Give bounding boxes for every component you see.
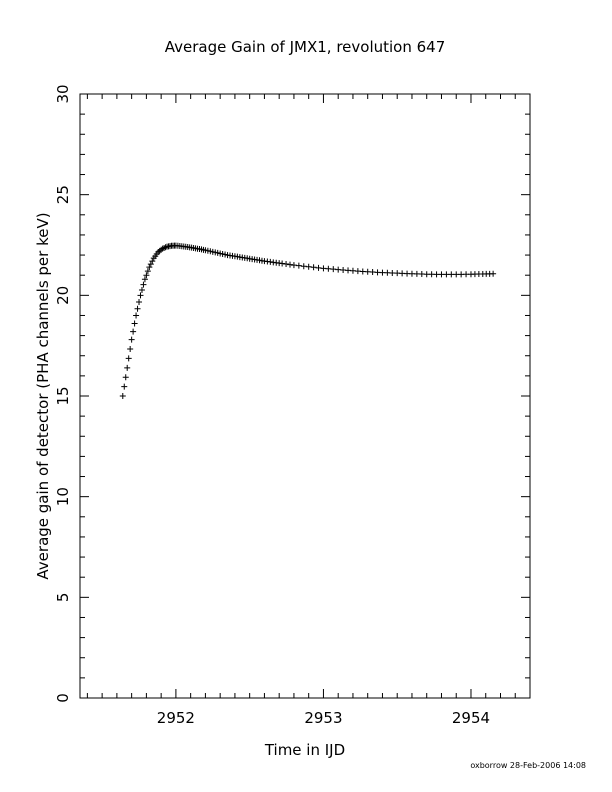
data-point [137,292,144,299]
y-tick-label: 5 [54,593,72,603]
y-tick-label: 20 [54,286,72,305]
data-point [136,299,143,306]
data-point [300,263,307,270]
data-point [141,276,148,283]
data-point [122,374,129,381]
plot-frame [79,93,531,699]
data-points [119,242,497,399]
data-point [310,264,317,271]
data-point [305,263,312,270]
x-tick-label: 2954 [452,709,490,727]
axis-tick-labels: 2952 2953 2954 0 5 10 15 20 25 30 [54,84,490,727]
data-point [127,346,134,353]
data-point [130,328,137,335]
data-point [144,268,151,275]
data-point [133,312,140,319]
y-tick-label: 30 [54,84,72,103]
data-point [121,383,128,390]
x-tick-label: 2953 [304,709,342,727]
data-point [283,261,290,268]
y-axis-label: Average gain of detector (PHA channels p… [34,212,52,579]
x-tick-label: 2952 [157,709,195,727]
data-point [147,261,154,268]
data-point [119,393,126,399]
footer-credit: oxborrow 28-Feb-2006 14:08 [470,761,586,770]
data-point [290,262,297,269]
data-point [287,261,293,268]
data-point [146,264,153,271]
data-point [490,270,497,277]
data-point [162,244,169,251]
data-point [161,244,168,251]
data-point [159,245,166,252]
data-point [143,272,150,279]
y-tick-label: 0 [54,693,72,703]
data-point [131,320,138,327]
data-point [124,364,131,371]
axis-ticks [80,93,531,699]
data-point [315,264,322,271]
data-point [125,355,132,362]
data-point [128,336,135,343]
data-point [295,262,302,269]
chart-title: Average Gain of JMX1, revolution 647 [165,38,446,56]
data-point [138,286,145,293]
x-axis-label: Time in IJD [264,741,345,759]
y-tick-label: 25 [54,185,72,204]
data-point [149,258,156,265]
data-point [279,260,286,267]
data-point [140,281,147,288]
y-tick-label: 10 [54,487,72,506]
data-point [134,305,141,312]
y-tick-label: 15 [54,386,72,405]
